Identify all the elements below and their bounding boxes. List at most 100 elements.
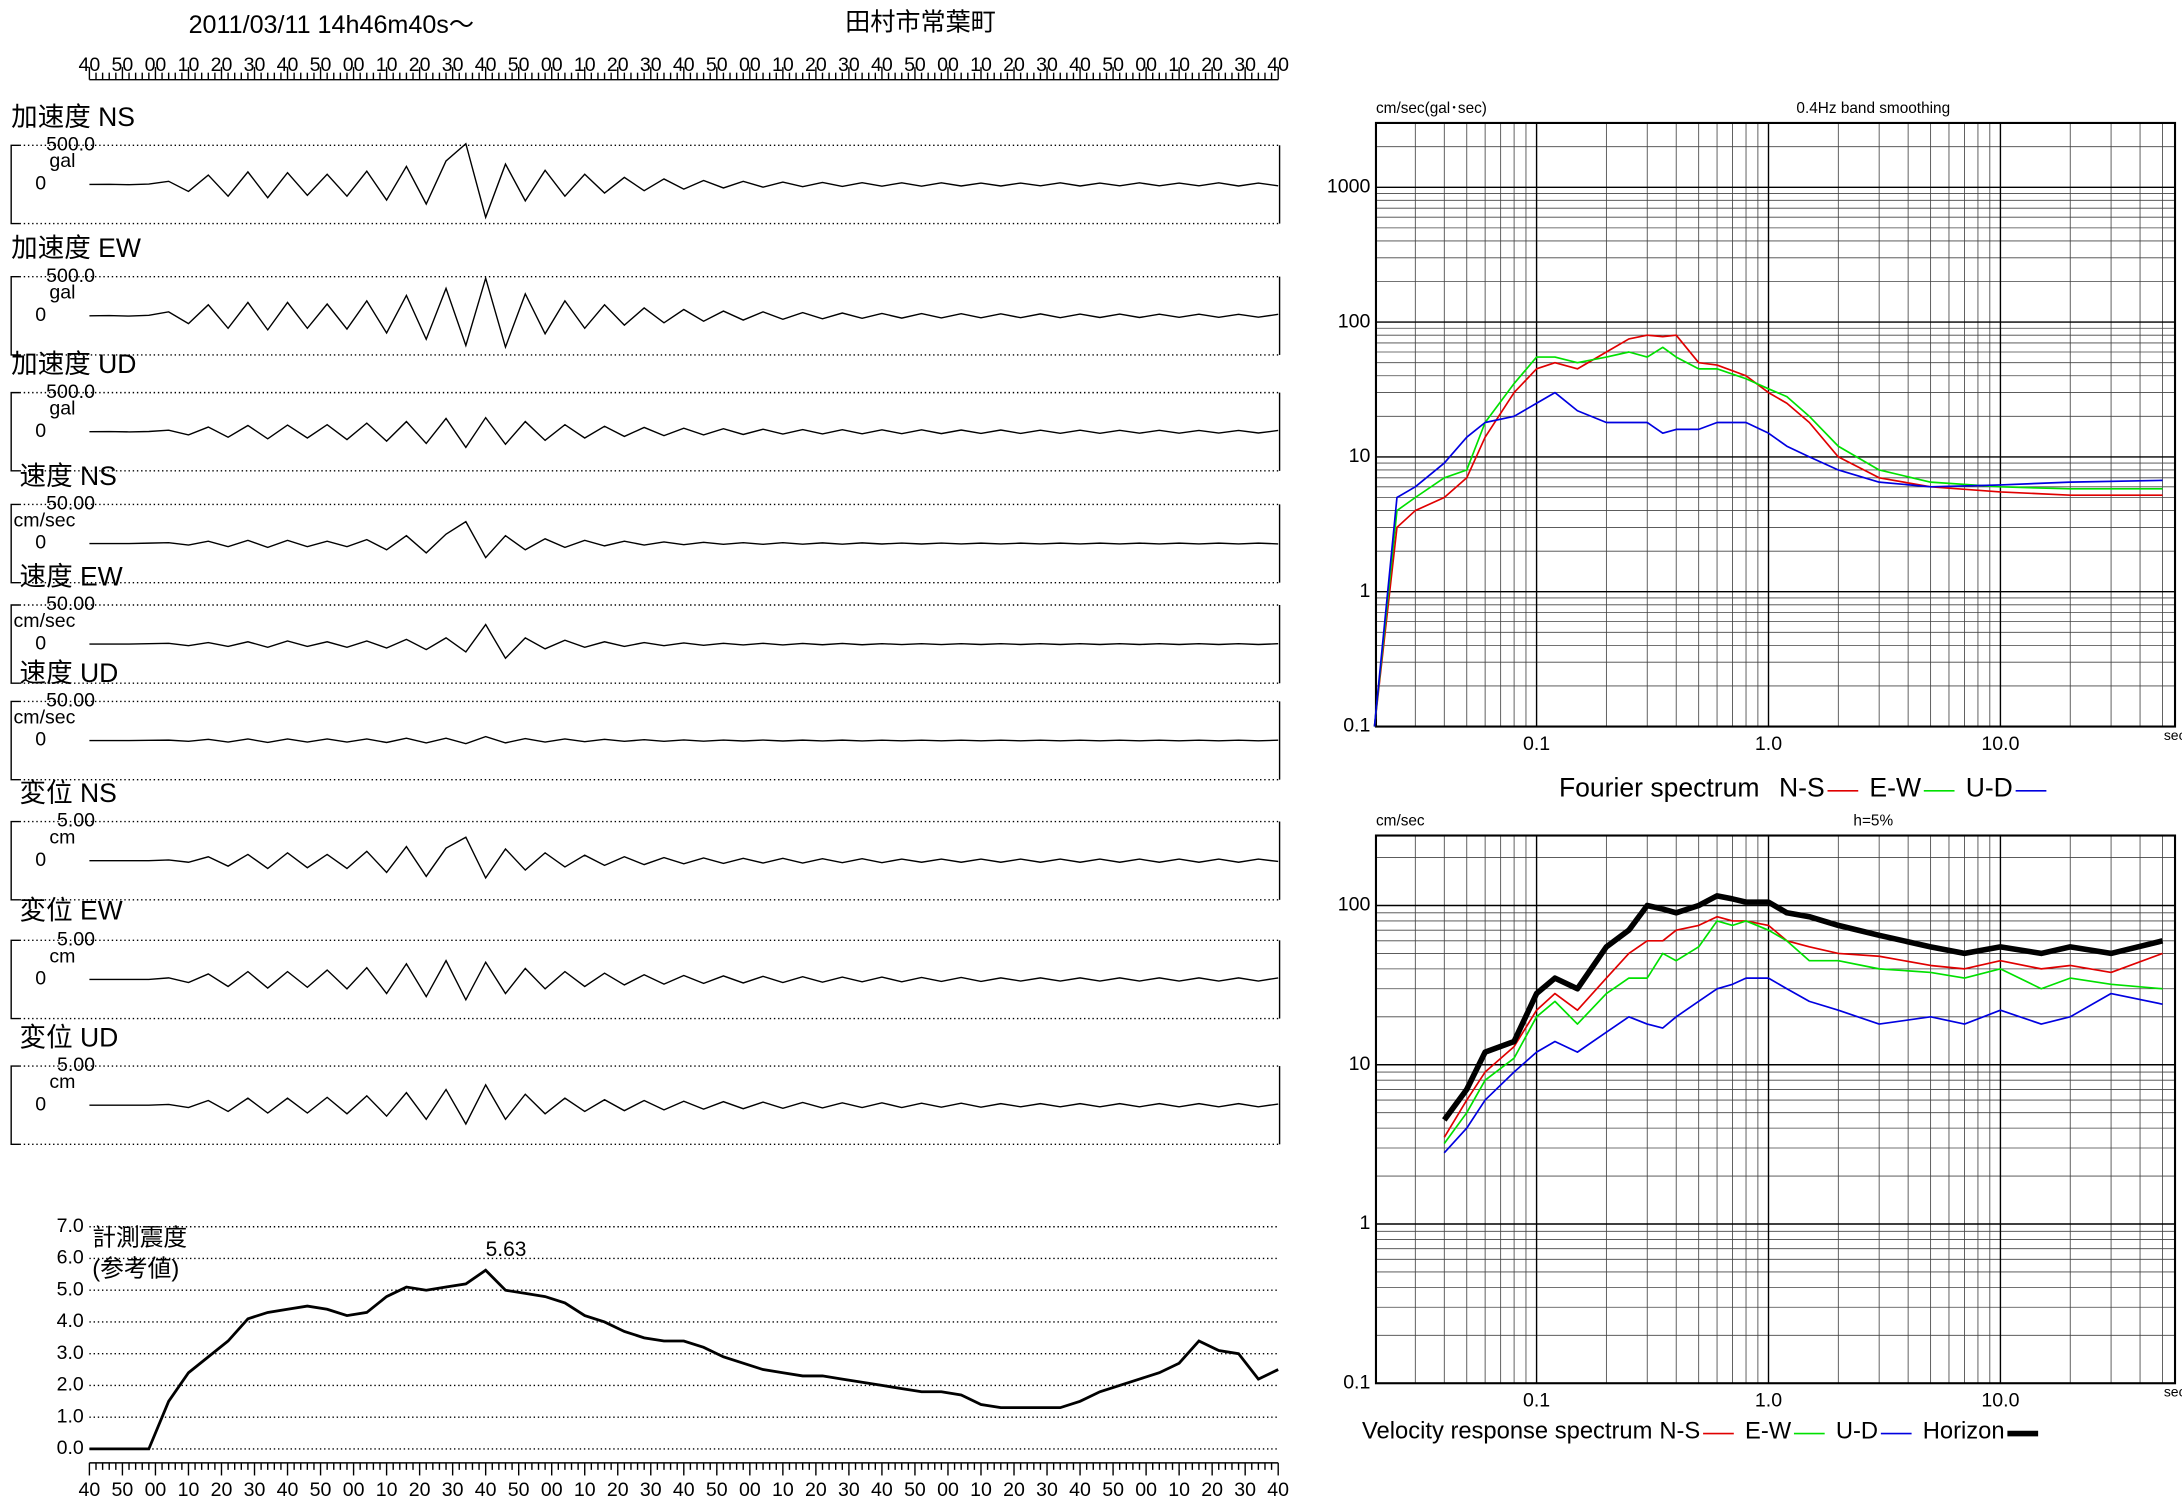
time-tick-label: 00 — [1135, 1479, 1157, 1501]
x-tick-label: 1.0 — [1755, 733, 1782, 755]
panel-bracket — [10, 939, 20, 1020]
unit-label: cm/sec — [14, 509, 76, 531]
time-tick-label: 40 — [673, 54, 695, 76]
time-tick-label: 40 — [79, 54, 101, 76]
peak-annotation: 5.63 — [486, 1238, 527, 1261]
time-tick-label: 30 — [640, 54, 662, 76]
y-tick-label: 50.00 — [46, 593, 95, 615]
time-tick-label: 50 — [310, 1479, 332, 1501]
time-tick-label: 00 — [937, 1479, 959, 1501]
y-tick-label: 3.0 — [57, 1342, 84, 1364]
x-tick-label: 1.0 — [1755, 1390, 1782, 1412]
time-tick-label: 10 — [970, 1479, 992, 1501]
waveform-trace — [89, 623, 1279, 660]
y-tick-label: 0 — [35, 632, 46, 654]
time-tick-label: 20 — [1201, 1479, 1223, 1501]
time-tick-label: 40 — [1267, 54, 1289, 76]
time-tick-label: 10 — [376, 1479, 398, 1501]
y-tick-label: 0 — [35, 304, 46, 326]
time-tick-label: 40 — [277, 1479, 299, 1501]
y-tick-label: 10 — [1349, 1053, 1371, 1075]
y-tick-label: 0 — [35, 173, 46, 195]
waveform-trace — [89, 959, 1279, 1002]
y-tick-label: 0.0 — [57, 1437, 84, 1459]
legend-label: E-W — [1745, 1417, 1792, 1444]
x-tick-label: 10.0 — [1981, 733, 2019, 755]
legend-title: Velocity response spectrum — [1362, 1417, 1652, 1444]
waveform-trace — [89, 836, 1279, 880]
y-tick-label: 0 — [35, 849, 46, 871]
unit-label: cm/sec — [14, 610, 76, 632]
time-tick-label: 50 — [1102, 1479, 1124, 1501]
time-tick-label: 40 — [1069, 54, 1091, 76]
time-tick-label: 20 — [805, 54, 827, 76]
y-tick-label: 0 — [35, 968, 46, 990]
y-axis-label: cm/sec — [1376, 813, 1425, 830]
panel-title: 加速度 EW — [11, 233, 141, 263]
time-tick-label: 00 — [145, 1479, 167, 1501]
panel-title: 加速度 UD — [11, 349, 136, 379]
time-tick-label: 40 — [475, 54, 497, 76]
time-tick-label: 20 — [1003, 54, 1025, 76]
time-tick-label: 40 — [475, 1479, 497, 1501]
y-tick-label: 1.0 — [57, 1405, 84, 1427]
time-tick-label: 10 — [376, 54, 398, 76]
time-tick-label: 50 — [508, 1479, 530, 1501]
waveform-trace — [89, 275, 1279, 350]
chart-title: 計測震度 — [92, 1225, 187, 1252]
intensity-line — [89, 1268, 1279, 1451]
time-tick-label: 00 — [541, 54, 563, 76]
time-tick-label: 50 — [904, 1479, 926, 1501]
y-tick-label: 7.0 — [57, 1215, 84, 1237]
time-tick-label: 00 — [739, 1479, 761, 1501]
panel-bracket — [10, 820, 20, 901]
time-tick-label: 30 — [1036, 54, 1058, 76]
time-tick-label: 30 — [442, 54, 464, 76]
time-tick-label: 30 — [244, 54, 266, 76]
time-tick-label: 30 — [244, 1479, 266, 1501]
waveform-trace — [89, 416, 1279, 449]
time-tick-label: 10 — [1168, 54, 1190, 76]
y-tick-label: 1 — [1360, 580, 1371, 602]
y-tick-label: 4.0 — [57, 1310, 84, 1332]
y-tick-label: 0.1 — [1343, 715, 1370, 737]
panel-title: 速度 EW — [20, 561, 123, 591]
time-tick-label: 40 — [871, 54, 893, 76]
y-tick-label: 2.0 — [57, 1374, 84, 1396]
panel-title: 速度 NS — [20, 461, 117, 491]
series-line — [1442, 893, 2164, 1122]
waveform-trace — [89, 1083, 1279, 1126]
series-line — [1443, 920, 2163, 1145]
x-axis-label: sec — [2164, 727, 2182, 743]
series-line — [1443, 915, 2163, 1138]
unit-label: gal — [49, 282, 75, 304]
y-tick-label: 100 — [1338, 894, 1371, 916]
y-tick-label: 0 — [35, 729, 46, 751]
plot-frame — [1374, 121, 2177, 728]
y-tick-label: 1 — [1360, 1212, 1371, 1234]
time-tick-label: 50 — [112, 54, 134, 76]
time-tick-label: 50 — [310, 54, 332, 76]
panel-bracket — [10, 700, 20, 781]
time-tick-label: 20 — [211, 1479, 233, 1501]
time-tick-label: 00 — [739, 54, 761, 76]
time-tick-label: 40 — [871, 1479, 893, 1501]
legend-label: N-S — [1659, 1417, 1700, 1444]
time-tick-label: 30 — [442, 1479, 464, 1501]
unit-label: cm — [49, 826, 75, 848]
chart-subtitle: (参考値) — [92, 1255, 179, 1282]
y-tick-label: 10 — [1349, 445, 1371, 467]
time-tick-label: 20 — [607, 1479, 629, 1501]
legend-label: U-D — [1836, 1417, 1878, 1444]
time-tick-label: 20 — [607, 54, 629, 76]
time-tick-label: 20 — [211, 54, 233, 76]
y-tick-label: 0 — [35, 532, 46, 554]
panel-bracket — [10, 503, 20, 584]
waveform-trace — [89, 735, 1279, 745]
legend-label: Horizon — [1923, 1417, 2005, 1444]
legend-title: Fourier spectrum — [1559, 772, 1759, 802]
y-tick-label: 1000 — [1327, 175, 1371, 197]
time-tick-label: 10 — [970, 54, 992, 76]
time-tick-label: 20 — [805, 1479, 827, 1501]
y-tick-label: 5.00 — [57, 928, 95, 950]
